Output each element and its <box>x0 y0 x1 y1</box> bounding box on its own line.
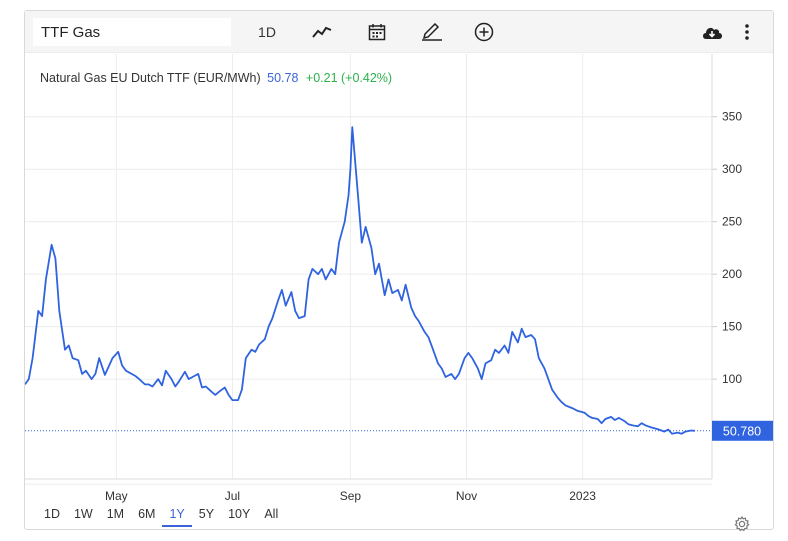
range-selector: 1D 1W 1M 6M 1Y 5Y 10Y All <box>37 503 285 527</box>
add-indicator-button[interactable] <box>469 18 499 46</box>
y-tick-label: 200 <box>722 267 742 281</box>
x-tick-label: Nov <box>456 489 477 503</box>
more-options-button[interactable] <box>739 18 755 46</box>
chart-legend: Natural Gas EU Dutch TTF (EUR/MWh) 50.78… <box>40 71 392 85</box>
price-tag-label: 50.780 <box>723 424 761 438</box>
axes: 100 150 200 250 300 350 May Jul Sep Nov 2023 <box>25 54 742 503</box>
gear-icon <box>734 515 750 536</box>
range-button-1y[interactable]: 1Y <box>162 503 192 527</box>
chart-area[interactable]: 100 150 200 250 300 350 May Jul Sep Nov 2023 50.78… <box>25 54 773 532</box>
interval-label: 1D <box>258 24 276 40</box>
pencil-icon <box>421 23 443 41</box>
grid-lines <box>25 54 712 485</box>
range-button-10y[interactable]: 10Y <box>228 507 251 521</box>
range-button-1d[interactable]: 1D <box>44 507 60 521</box>
chart-settings-button[interactable] <box>734 515 750 537</box>
chart-widget: 1D <box>24 10 774 532</box>
range-button-1m[interactable]: 1M <box>106 507 125 521</box>
line-chart-icon <box>312 25 332 39</box>
interval-button[interactable]: 1D <box>249 18 285 46</box>
download-button[interactable] <box>697 18 727 46</box>
range-button-1w[interactable]: 1W <box>73 507 93 521</box>
x-tick-label: Jul <box>225 489 240 503</box>
legend-change: +0.21 (+0.42%) <box>305 71 393 85</box>
price-tag <box>712 420 773 441</box>
price-chart[interactable]: 100 150 200 250 300 350 May Jul Sep Nov 2023 50.78… <box>25 54 773 530</box>
y-tick-label: 300 <box>722 162 742 176</box>
x-tick-label: 2023 <box>569 489 596 503</box>
series-line <box>25 126 695 435</box>
y-tick-label: 250 <box>722 215 742 229</box>
cloud-download-icon <box>701 24 723 40</box>
y-tick-label: 150 <box>722 320 742 334</box>
legend-last-value: 50.78 <box>267 71 299 85</box>
legend-name: Natural Gas EU Dutch TTF (EUR/MWh) <box>40 71 261 85</box>
series-layer <box>25 126 695 435</box>
more-vertical-icon <box>744 23 750 41</box>
calendar-icon <box>368 23 386 41</box>
chart-type-button[interactable] <box>307 18 337 46</box>
range-button-all[interactable]: All <box>264 507 279 521</box>
range-button-5y[interactable]: 5Y <box>198 507 215 521</box>
chart-toolbar: 1D <box>25 11 773 53</box>
x-tick-label: May <box>105 489 128 503</box>
price-tag-layer: 50.780 <box>25 420 773 441</box>
draw-tool-button[interactable] <box>417 18 447 46</box>
x-tick-label: Sep <box>340 489 362 503</box>
symbol-search-input[interactable] <box>33 18 231 46</box>
y-tick-label: 350 <box>722 110 742 124</box>
y-tick-label: 100 <box>722 372 742 386</box>
plus-circle-icon <box>474 22 494 42</box>
date-range-button[interactable] <box>362 18 392 46</box>
range-button-6m[interactable]: 6M <box>138 507 156 521</box>
